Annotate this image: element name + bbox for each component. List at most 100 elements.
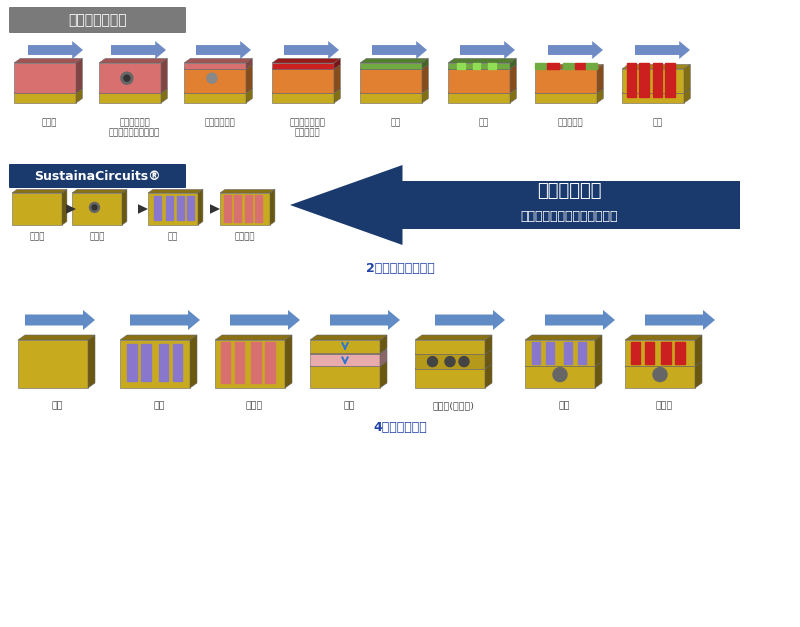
Bar bbox=[127, 344, 137, 381]
Polygon shape bbox=[684, 88, 690, 103]
Bar bbox=[141, 344, 151, 381]
Polygon shape bbox=[448, 65, 516, 69]
Polygon shape bbox=[645, 310, 715, 330]
Polygon shape bbox=[88, 335, 95, 388]
Text: 印刷: 印刷 bbox=[558, 401, 570, 410]
Polygon shape bbox=[360, 88, 428, 93]
Polygon shape bbox=[14, 93, 76, 103]
Polygon shape bbox=[138, 204, 148, 214]
Bar bbox=[645, 342, 654, 364]
Polygon shape bbox=[272, 63, 334, 69]
Polygon shape bbox=[622, 65, 690, 69]
Polygon shape bbox=[184, 93, 246, 103]
Polygon shape bbox=[535, 93, 597, 103]
Polygon shape bbox=[334, 65, 340, 93]
Polygon shape bbox=[99, 88, 167, 93]
Polygon shape bbox=[415, 369, 485, 388]
Bar bbox=[173, 344, 182, 381]
Polygon shape bbox=[415, 354, 485, 369]
Text: 現像: 現像 bbox=[478, 118, 489, 127]
Polygon shape bbox=[360, 65, 428, 69]
Bar bbox=[586, 63, 597, 69]
Polygon shape bbox=[310, 361, 387, 366]
Circle shape bbox=[90, 203, 99, 213]
Circle shape bbox=[445, 357, 455, 367]
Polygon shape bbox=[198, 189, 203, 225]
Circle shape bbox=[121, 72, 133, 84]
Polygon shape bbox=[14, 63, 76, 93]
Bar bbox=[154, 196, 161, 220]
Polygon shape bbox=[625, 361, 702, 366]
Bar bbox=[532, 342, 541, 364]
Polygon shape bbox=[270, 189, 275, 225]
Text: ドリル(穴あけ): ドリル(穴あけ) bbox=[433, 401, 475, 410]
Bar bbox=[488, 63, 496, 69]
Bar bbox=[245, 194, 252, 222]
Polygon shape bbox=[14, 88, 82, 93]
Text: 4層基板の製法: 4層基板の製法 bbox=[373, 421, 427, 434]
Polygon shape bbox=[334, 58, 340, 69]
Polygon shape bbox=[545, 310, 615, 330]
Bar bbox=[666, 63, 674, 97]
Circle shape bbox=[427, 357, 438, 367]
Text: ドライフィルム
ラミネート: ドライフィルム ラミネート bbox=[290, 118, 326, 137]
Polygon shape bbox=[360, 93, 422, 103]
Polygon shape bbox=[380, 335, 387, 354]
Polygon shape bbox=[272, 58, 340, 63]
Text: 既存の基板製法: 既存の基板製法 bbox=[68, 13, 127, 27]
Polygon shape bbox=[372, 41, 427, 59]
Polygon shape bbox=[415, 335, 492, 340]
Text: 穴あけ: 穴あけ bbox=[90, 232, 105, 241]
Polygon shape bbox=[246, 88, 252, 103]
Polygon shape bbox=[220, 193, 270, 225]
Text: 工程や材料、設備を大幅削減: 工程や材料、設備を大幅削減 bbox=[520, 211, 618, 223]
Text: SustainaCircuits®: SustainaCircuits® bbox=[34, 169, 160, 182]
FancyBboxPatch shape bbox=[9, 164, 186, 188]
Polygon shape bbox=[184, 58, 252, 63]
Polygon shape bbox=[625, 335, 702, 340]
Polygon shape bbox=[148, 189, 203, 193]
Text: 導電下地形成
（無電解銅めっき等）: 導電下地形成 （無電解銅めっき等） bbox=[109, 118, 160, 137]
Bar bbox=[547, 63, 558, 69]
Polygon shape bbox=[535, 88, 603, 93]
Polygon shape bbox=[272, 65, 340, 69]
Polygon shape bbox=[310, 340, 380, 354]
Polygon shape bbox=[684, 65, 690, 93]
Text: 露光: 露光 bbox=[390, 118, 401, 127]
Bar bbox=[177, 196, 184, 220]
Text: 穴あけ: 穴あけ bbox=[42, 118, 57, 127]
Circle shape bbox=[124, 75, 130, 82]
Polygon shape bbox=[625, 340, 695, 366]
Polygon shape bbox=[380, 349, 387, 366]
Polygon shape bbox=[290, 165, 740, 245]
Polygon shape bbox=[510, 58, 516, 69]
Bar bbox=[546, 342, 554, 364]
Polygon shape bbox=[72, 189, 127, 193]
Text: 電解銅めっき: 電解銅めっき bbox=[204, 118, 235, 127]
Text: 2層基板の製法比較: 2層基板の製法比較 bbox=[366, 262, 434, 275]
Polygon shape bbox=[122, 189, 127, 225]
Polygon shape bbox=[625, 366, 695, 388]
Text: エッチング: エッチング bbox=[558, 118, 583, 127]
Polygon shape bbox=[415, 364, 492, 369]
Polygon shape bbox=[597, 88, 603, 103]
Circle shape bbox=[459, 357, 469, 367]
Polygon shape bbox=[595, 361, 602, 388]
Polygon shape bbox=[72, 193, 122, 225]
FancyBboxPatch shape bbox=[9, 7, 186, 33]
Polygon shape bbox=[111, 41, 166, 59]
Polygon shape bbox=[161, 88, 167, 103]
Polygon shape bbox=[25, 310, 95, 330]
Polygon shape bbox=[695, 361, 702, 388]
Polygon shape bbox=[196, 41, 251, 59]
Polygon shape bbox=[448, 88, 516, 93]
Bar bbox=[251, 342, 261, 383]
Circle shape bbox=[653, 367, 667, 382]
Bar bbox=[187, 196, 194, 220]
Polygon shape bbox=[184, 88, 252, 93]
Polygon shape bbox=[246, 65, 252, 93]
Bar bbox=[255, 194, 262, 222]
Polygon shape bbox=[360, 58, 428, 63]
Circle shape bbox=[207, 73, 217, 83]
Polygon shape bbox=[285, 335, 292, 388]
